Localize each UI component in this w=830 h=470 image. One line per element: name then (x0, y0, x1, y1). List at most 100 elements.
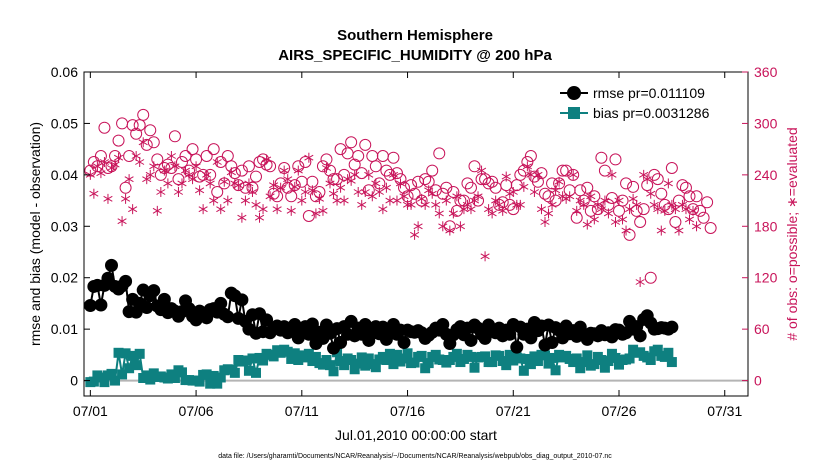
obs-count-markers (84, 108, 717, 287)
possible-obs-marker (207, 143, 220, 156)
possible-obs-marker (383, 168, 396, 181)
evaluated-obs-stroke (237, 214, 247, 221)
possible-obs-marker (486, 175, 499, 188)
possible-obs-marker (144, 124, 157, 137)
evaluated-obs-marker (311, 208, 321, 219)
evaluated-obs-marker (410, 229, 420, 240)
possible-obs-marker (627, 180, 640, 193)
bias-point (353, 358, 364, 369)
chart-title: Southern Hemisphere (337, 27, 493, 44)
rmse-point (83, 298, 97, 312)
possible-obs-marker (524, 150, 537, 162)
y-tick-label: 0.04 (51, 167, 78, 183)
possible-obs-marker (634, 216, 647, 228)
evaluated-obs-marker (565, 191, 575, 202)
evaluated-obs-stroke (684, 216, 695, 223)
evaluated-obs-stroke (455, 223, 465, 230)
evaluated-obs-marker (554, 176, 564, 187)
possible-obs-marker (154, 168, 167, 181)
evaluated-obs-marker (96, 168, 106, 179)
possible-obs-marker (253, 156, 266, 168)
evaluated-obs-stroke (579, 201, 589, 208)
rmse-point (235, 293, 249, 307)
evaluated-obs-marker (163, 178, 173, 189)
possible-obs-marker (119, 181, 132, 194)
evaluated-obs-marker (635, 277, 645, 287)
evaluated-obs-stroke (272, 206, 282, 213)
evaluated-obs-marker (459, 204, 469, 215)
evaluated-obs-marker (617, 214, 628, 225)
evaluated-obs-marker (300, 187, 310, 197)
evaluated-obs-marker (639, 169, 649, 180)
evaluated-obs-stroke (603, 210, 614, 217)
evaluated-obs-stroke (515, 201, 525, 208)
possible-obs-marker (461, 177, 474, 190)
bias-point (346, 355, 357, 365)
possible-obs-marker (672, 194, 685, 207)
bias-point (145, 374, 156, 385)
evaluated-obs-stroke (688, 207, 698, 214)
possible-obs-marker (327, 173, 340, 186)
evaluated-obs-stroke (332, 197, 342, 204)
evaluated-obs-stroke (519, 183, 529, 190)
evaluated-obs-marker (124, 174, 134, 185)
possible-obs-marker (334, 143, 347, 156)
possible-obs-marker (387, 151, 400, 164)
evaluated-obs-stroke (233, 182, 243, 189)
evaluated-obs-stroke (156, 189, 166, 195)
evaluated-obs-marker (628, 193, 638, 204)
evaluated-obs-stroke (364, 171, 374, 178)
evaluated-obs-marker (318, 205, 328, 216)
evaluated-obs-marker (85, 169, 95, 180)
bias-point (208, 370, 219, 381)
evaluated-obs-marker (455, 221, 465, 232)
evaluated-obs-stroke (388, 171, 399, 178)
possible-obs-marker (704, 222, 717, 234)
x-tick-label: 07/16 (390, 403, 425, 419)
evaluated-obs-stroke (582, 221, 592, 228)
evaluated-obs-marker (353, 187, 363, 197)
possible-obs-marker (408, 187, 421, 200)
evaluated-obs-stroke (261, 156, 272, 163)
evaluated-obs-stroke (374, 189, 384, 195)
evaluated-obs-marker (321, 163, 332, 173)
evaluated-obs-stroke (589, 216, 599, 223)
possible-obs-marker (130, 127, 143, 140)
possible-obs-marker (609, 153, 622, 166)
evaluated-obs-stroke (392, 197, 402, 204)
evaluated-obs-marker (244, 178, 254, 189)
evaluated-obs-stroke (434, 210, 444, 217)
evaluated-obs-stroke (254, 214, 265, 221)
evaluated-obs-stroke (452, 193, 462, 200)
evaluated-obs-stroke (128, 206, 138, 213)
evaluated-obs-stroke (166, 153, 176, 159)
bias-point (120, 348, 131, 359)
evaluated-obs-stroke (420, 201, 430, 208)
evaluated-obs-marker (494, 199, 504, 210)
bias-point (360, 360, 371, 371)
rmse-point (221, 310, 235, 324)
rmse-point (94, 298, 108, 312)
possible-obs-marker (264, 160, 277, 173)
bias-point (645, 355, 656, 365)
bias-point (110, 375, 121, 386)
legend: rmse pr=0.011109 bias pr=0.0031286 (560, 78, 740, 122)
bias-point (543, 358, 554, 369)
possible-obs-marker (655, 187, 668, 200)
legend-rmse-marker (567, 86, 581, 100)
evaluated-obs-marker (216, 204, 226, 215)
evaluated-obs-stroke (635, 279, 645, 285)
evaluated-obs-marker (526, 169, 536, 180)
bias-point (356, 352, 367, 363)
evaluated-obs-marker (202, 169, 212, 180)
evaluated-obs-stroke (99, 159, 110, 165)
evaluated-obs-stroke (568, 171, 578, 178)
evaluated-obs-marker (448, 208, 458, 219)
possible-obs-marker (567, 168, 580, 181)
possible-obs-marker (338, 168, 351, 181)
evaluated-obs-marker (677, 199, 688, 210)
evaluated-obs-marker (667, 199, 677, 210)
evaluated-obs-marker (582, 219, 592, 230)
evaluated-obs-stroke (283, 176, 293, 183)
